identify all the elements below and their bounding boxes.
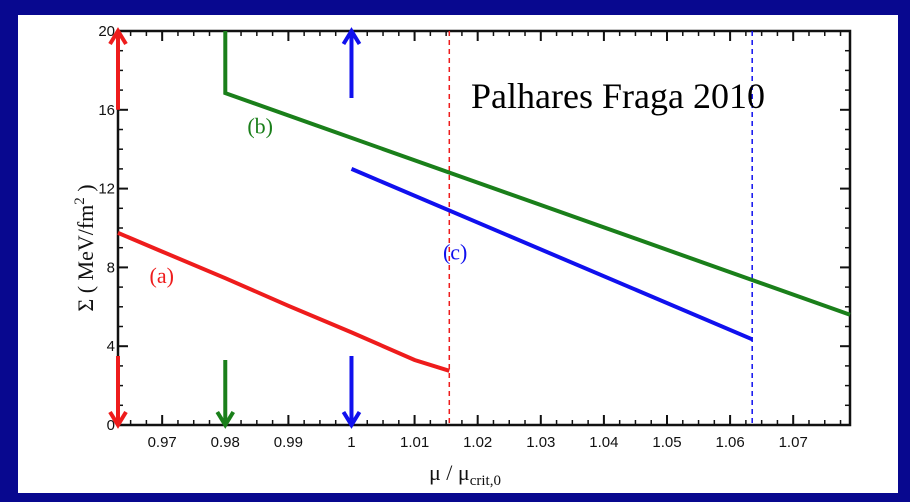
arrow-head xyxy=(341,27,362,46)
y-tick-label: 12 xyxy=(98,181,115,198)
y-tick-label: 4 xyxy=(107,338,115,355)
series-line-0 xyxy=(117,231,450,373)
y-tick-label: 20 xyxy=(98,23,115,40)
series-line-1 xyxy=(223,31,851,317)
labels-layer: (a) (b) (c) xyxy=(150,113,468,288)
y-axis-title: Σ ( MeV/fm2 ) xyxy=(72,184,98,311)
x-tick-label: 1.03 xyxy=(526,434,555,451)
axes-layer: 0.97 0.98 0.99 1 1.01 1.02 1.03 1.04 1.05 1.06 1.0… xyxy=(98,23,852,451)
y-axis-title-sup: 2 xyxy=(72,197,88,205)
x-tick-label: 1.06 xyxy=(716,434,745,451)
x-tick-label: 0.98 xyxy=(211,434,240,451)
series-label: (a) xyxy=(150,263,174,288)
dashed-lines-layer xyxy=(448,31,753,425)
chart-svg: 0.97 0.98 0.99 1 1.01 1.02 1.03 1.04 1.05 1.06 1.0… xyxy=(72,23,852,489)
plot-panel: 0.97 0.98 0.99 1 1.01 1.02 1.03 1.04 1.05 1.06 1.0… xyxy=(18,15,898,493)
y-axis-title-end: ) xyxy=(73,184,98,197)
x-tick-label: 1.05 xyxy=(652,434,681,451)
x-tick-label: 1.07 xyxy=(779,434,808,451)
x-axis-title-sub: crit,0 xyxy=(470,473,501,489)
x-axis-title-main: μ / μ xyxy=(429,460,470,485)
series-layer xyxy=(117,31,851,373)
arrows-layer xyxy=(108,27,362,429)
x-tick-label: 1.01 xyxy=(400,434,429,451)
x-tick-label: 0.99 xyxy=(274,434,303,451)
x-tick-label: 1.02 xyxy=(463,434,492,451)
y-axis-title-main: Σ ( MeV/fm xyxy=(73,205,98,312)
x-axis-title: μ / μcrit,0 xyxy=(429,460,501,489)
arrow-head xyxy=(341,410,362,429)
y-tick-label: 0 xyxy=(107,417,115,434)
arrow-head xyxy=(215,410,235,429)
y-tick-label: 16 xyxy=(98,102,115,119)
series-label: (c) xyxy=(443,240,467,265)
annotation-text: Palhares Fraga 2010 xyxy=(471,76,765,116)
x-tick-label: 1.04 xyxy=(589,434,618,451)
y-tick-label: 8 xyxy=(107,259,115,276)
x-tick-label: 1 xyxy=(347,434,355,451)
arrow-head xyxy=(108,410,128,429)
arrow-head xyxy=(108,27,128,46)
series-label: (b) xyxy=(247,113,273,138)
x-tick-label: 0.97 xyxy=(148,434,177,451)
series-line-2 xyxy=(350,167,753,342)
